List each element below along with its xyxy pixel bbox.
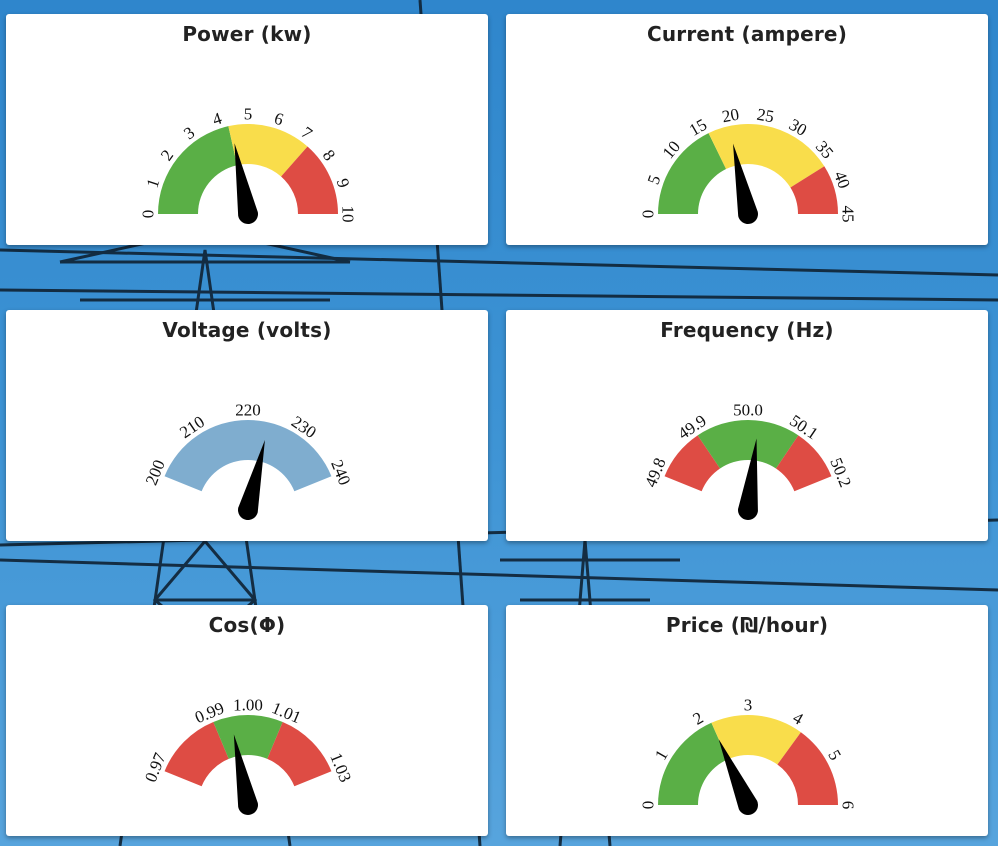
- frequency-card: Frequency (Hz) 49.8 49.9 50.0 50.1 50.2: [506, 310, 988, 541]
- power-band-green: [158, 126, 238, 214]
- frequency-tick-label: 50.0: [733, 401, 763, 420]
- cosphi-tick-label: 0.97: [141, 750, 170, 785]
- cosphi-card: Cos(Φ) 0.97 0.99 1.00 1.01 1.03: [6, 605, 488, 836]
- price-tick-label: 4: [790, 708, 807, 729]
- voltage-band-blue: [164, 420, 332, 492]
- current-tick-label: 20: [721, 105, 741, 127]
- power-tick-label: 3: [180, 123, 198, 143]
- frequency-band-green: [697, 420, 799, 469]
- frequency-gauge: 49.849.950.050.150.2: [641, 401, 855, 520]
- cosphi-tick-label: 1.00: [233, 696, 263, 715]
- current-tick-label: 45: [839, 206, 858, 223]
- price-card: Price (₪/hour) 0 1 2 3 4 5 6: [506, 605, 988, 836]
- price-tick-label: 1: [651, 747, 672, 764]
- price-tick-label: 2: [690, 708, 707, 729]
- power-tick-label: 9: [333, 176, 354, 190]
- frequency-band-red: [775, 435, 832, 492]
- frequency-tick-label: 50.2: [826, 455, 855, 490]
- voltage-tick-label: 240: [327, 457, 354, 488]
- cosphi-tick-label: 1.03: [326, 750, 355, 785]
- price-needle: [718, 739, 758, 815]
- cosphi-band-green: [213, 715, 283, 759]
- power-tick-label: 2: [157, 146, 177, 164]
- power-tick-label: 10: [339, 206, 358, 223]
- current-title: Current (ampere): [646, 22, 848, 46]
- power-tick-label: 6: [272, 109, 286, 130]
- cosphi-needle: [233, 734, 258, 815]
- current-tick-label: 25: [755, 105, 775, 127]
- current-band-red: [790, 166, 838, 214]
- price-tick-label: 0: [639, 801, 658, 810]
- frequency-tick-label: 49.8: [641, 455, 670, 490]
- power-card: Power (kw) 0 1 2 3 4 5 6 7 8 9 10: [6, 14, 488, 245]
- cosphi-title: Cos(Φ): [208, 613, 286, 637]
- cosphi-gauge: 0.970.99 1.00 1.011.03: [141, 696, 355, 815]
- price-tick-label: 5: [824, 747, 845, 764]
- power-tick-label: 7: [298, 123, 316, 144]
- voltage-card: Voltage (volts) 200 210 220 230 240: [6, 310, 488, 541]
- price-tick-label: 6: [839, 801, 858, 810]
- frequency-title: Frequency (Hz): [660, 318, 834, 342]
- power-needle: [234, 143, 258, 224]
- power-title: Power (kw): [182, 22, 312, 46]
- current-needle: [733, 143, 758, 224]
- cosphi-band-red: [267, 721, 332, 787]
- power-tick-label: 0: [139, 210, 158, 219]
- power-tick-label: 8: [319, 146, 339, 164]
- cosphi-band-red: [164, 721, 229, 787]
- power-tick-label: 1: [143, 176, 164, 190]
- power-band-red: [281, 146, 338, 214]
- current-tick-label: 40: [830, 169, 854, 191]
- price-title: Price (₪/hour): [665, 613, 829, 637]
- current-band-green: [658, 133, 727, 214]
- current-card: Current (ampere) 0 5 10 15 20 25 30 35 40 45: [506, 14, 988, 245]
- power-gauge: 0 1 234 5 678 9 10: [139, 105, 358, 224]
- power-tick-label: 4: [210, 108, 224, 129]
- frequency-needle: [738, 438, 758, 520]
- current-band-yellow: [708, 124, 825, 188]
- price-tick-label: 3: [744, 696, 753, 715]
- current-tick-label: 5: [644, 173, 665, 187]
- frequency-band-red: [664, 435, 721, 492]
- price-band-green: [658, 722, 728, 805]
- power-band-yellow: [228, 123, 308, 177]
- voltage-tick-label: 220: [235, 401, 261, 420]
- power-tick-label: 5: [244, 105, 253, 124]
- voltage-title: Voltage (volts): [162, 318, 332, 342]
- voltage-tick-label: 200: [142, 457, 169, 488]
- price-band-yellow: [711, 715, 801, 765]
- current-tick-label: 0: [639, 210, 658, 219]
- voltage-needle: [238, 440, 265, 520]
- price-band-red: [777, 732, 838, 805]
- price-gauge: 0 1 2 3 4 5 6: [639, 696, 858, 815]
